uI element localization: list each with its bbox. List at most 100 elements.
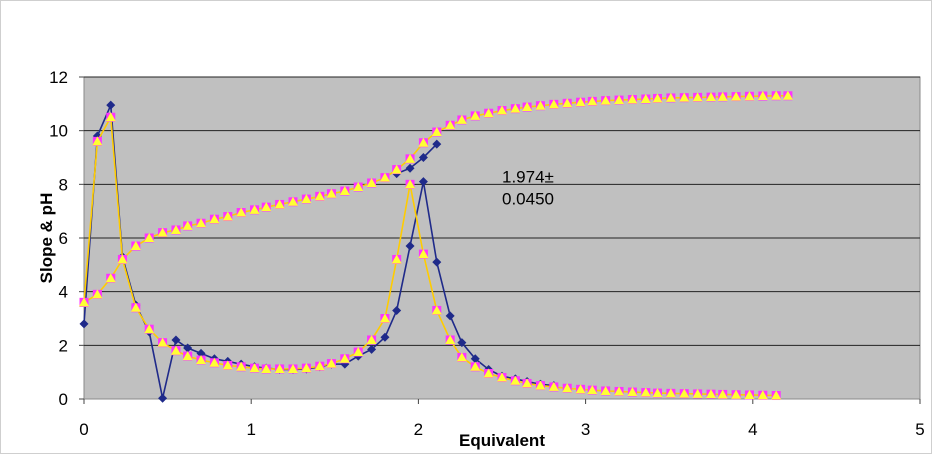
data-point-triangle	[431, 127, 442, 137]
data-point-triangle	[236, 361, 247, 371]
annotation-line-2: 0.0450	[502, 189, 554, 208]
data-point-triangle	[445, 334, 456, 344]
data-point	[367, 344, 377, 354]
data-point-triangle	[652, 388, 663, 398]
data-point-triangle	[575, 97, 586, 107]
data-point-triangle	[587, 96, 598, 106]
data-point-triangle	[391, 254, 402, 264]
data-point-triangle	[288, 363, 298, 373]
data-point-triangle	[170, 345, 181, 355]
data-point-triangle	[497, 105, 507, 115]
data-point-triangle	[510, 103, 521, 113]
data-point	[405, 241, 415, 251]
y-tick-labels: 0 2 4 6 8 10 12	[49, 68, 68, 409]
data-point	[106, 100, 116, 110]
data-point-triangle	[445, 120, 456, 130]
data-point-triangle	[522, 102, 533, 112]
data-point	[158, 393, 168, 403]
data-point-triangle	[274, 199, 285, 209]
data-point-triangle	[717, 389, 728, 399]
data-point-triangle	[209, 214, 220, 224]
data-point-triangle	[510, 375, 521, 385]
data-point-triangle	[640, 387, 651, 397]
data-point	[470, 354, 480, 364]
data-point-triangle	[456, 352, 467, 362]
data-point-triangle	[706, 389, 716, 399]
data-point	[418, 153, 428, 162]
data-point	[380, 332, 390, 342]
data-point-triangle	[744, 91, 755, 101]
data-point-triangle	[665, 92, 676, 102]
data-point-triangle	[366, 334, 377, 344]
annotation-line-1: 1.974±	[502, 167, 554, 186]
data-point-triangle	[771, 90, 782, 100]
data-point	[418, 177, 428, 187]
data-point-triangle	[679, 388, 690, 398]
data-point-triangle	[706, 92, 716, 102]
x-tick-labels: 0 1 2 3 4 5	[79, 420, 924, 439]
y-tick-label: 10	[49, 122, 68, 141]
data-point-triangle	[170, 224, 181, 234]
data-point-triangle	[600, 385, 611, 395]
data-point-triangle	[575, 384, 586, 394]
data-point-triangle	[196, 218, 207, 228]
data-point-triangle	[130, 302, 141, 312]
data-point-triangle	[326, 358, 337, 368]
data-point-triangle	[379, 313, 390, 323]
data-point-triangle	[548, 99, 559, 109]
data-point-triangle	[261, 363, 272, 373]
data-series	[79, 90, 793, 403]
data-point-triangle	[144, 233, 155, 242]
data-point-triangle	[391, 164, 402, 174]
data-point-triangle	[157, 227, 168, 237]
data-point-triangle	[731, 389, 742, 399]
data-point-triangle	[692, 92, 703, 102]
data-point-triangle	[92, 136, 103, 146]
data-point-triangle	[209, 357, 220, 367]
data-point-triangle	[548, 381, 559, 391]
data-point	[432, 257, 442, 267]
data-point-triangle	[79, 297, 89, 307]
x-tick-label: 5	[915, 420, 924, 439]
data-point-triangle	[339, 353, 350, 363]
data-point-triangle	[640, 94, 651, 104]
data-point-triangle	[130, 241, 141, 251]
data-point-triangle	[665, 388, 676, 398]
y-tick-label: 2	[59, 336, 68, 355]
data-point-triangle	[222, 360, 233, 370]
data-point-triangle	[92, 289, 103, 299]
data-point-triangle	[600, 95, 611, 105]
data-point-triangle	[679, 92, 690, 102]
data-point-triangle	[249, 363, 260, 373]
data-point	[79, 319, 89, 329]
y-tick-label: 8	[59, 175, 68, 194]
data-point-triangle	[627, 387, 638, 397]
x-axis-label: Equivalent	[459, 431, 545, 450]
data-point-triangle	[222, 211, 233, 221]
data-point-triangle	[379, 172, 390, 182]
data-point	[392, 305, 402, 315]
gridlines	[79, 76, 921, 404]
data-point	[432, 139, 442, 149]
data-point-triangle	[301, 363, 312, 373]
y-tick-label: 4	[59, 283, 68, 302]
x-tick-label: 1	[246, 420, 255, 439]
data-point-triangle	[757, 390, 768, 400]
data-point-triangle	[353, 182, 364, 192]
data-point-triangle	[483, 108, 494, 118]
data-point-triangle	[353, 347, 364, 357]
data-point-triangle	[339, 186, 350, 196]
x-tick-label: 3	[581, 420, 590, 439]
data-point-triangle	[470, 110, 481, 120]
data-point	[445, 311, 455, 321]
data-point-triangle	[182, 220, 193, 230]
data-point-triangle	[117, 254, 128, 264]
data-point-triangle	[326, 188, 337, 198]
series-line-3	[396, 143, 438, 175]
data-point-triangle	[692, 388, 703, 398]
data-point-triangle	[470, 361, 481, 371]
y-tick-label: 12	[49, 68, 68, 87]
data-point-triangle	[405, 153, 416, 163]
data-point-triangle	[157, 337, 168, 347]
